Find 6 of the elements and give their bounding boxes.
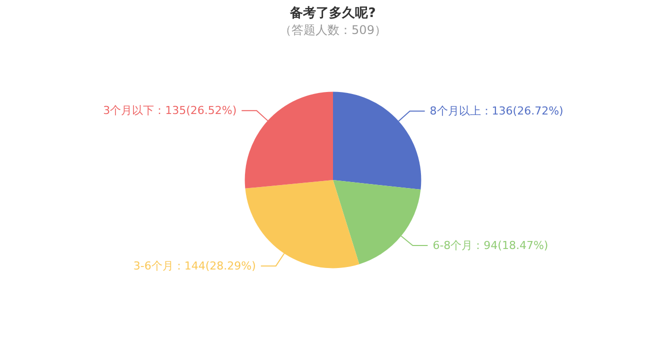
chart-subtitle: （答题人数：509） (280, 23, 386, 37)
chart-title: 备考了多久呢? (289, 6, 376, 21)
slice-label: 6-8个月：94(18.47%) (432, 239, 548, 252)
slice-label: 3-6个月：144(28.29%) (133, 259, 256, 272)
slice-label: 3个月以下：135(26.52%) (103, 104, 237, 118)
slice-label: 8个月以上：136(26.72%) (430, 104, 564, 118)
